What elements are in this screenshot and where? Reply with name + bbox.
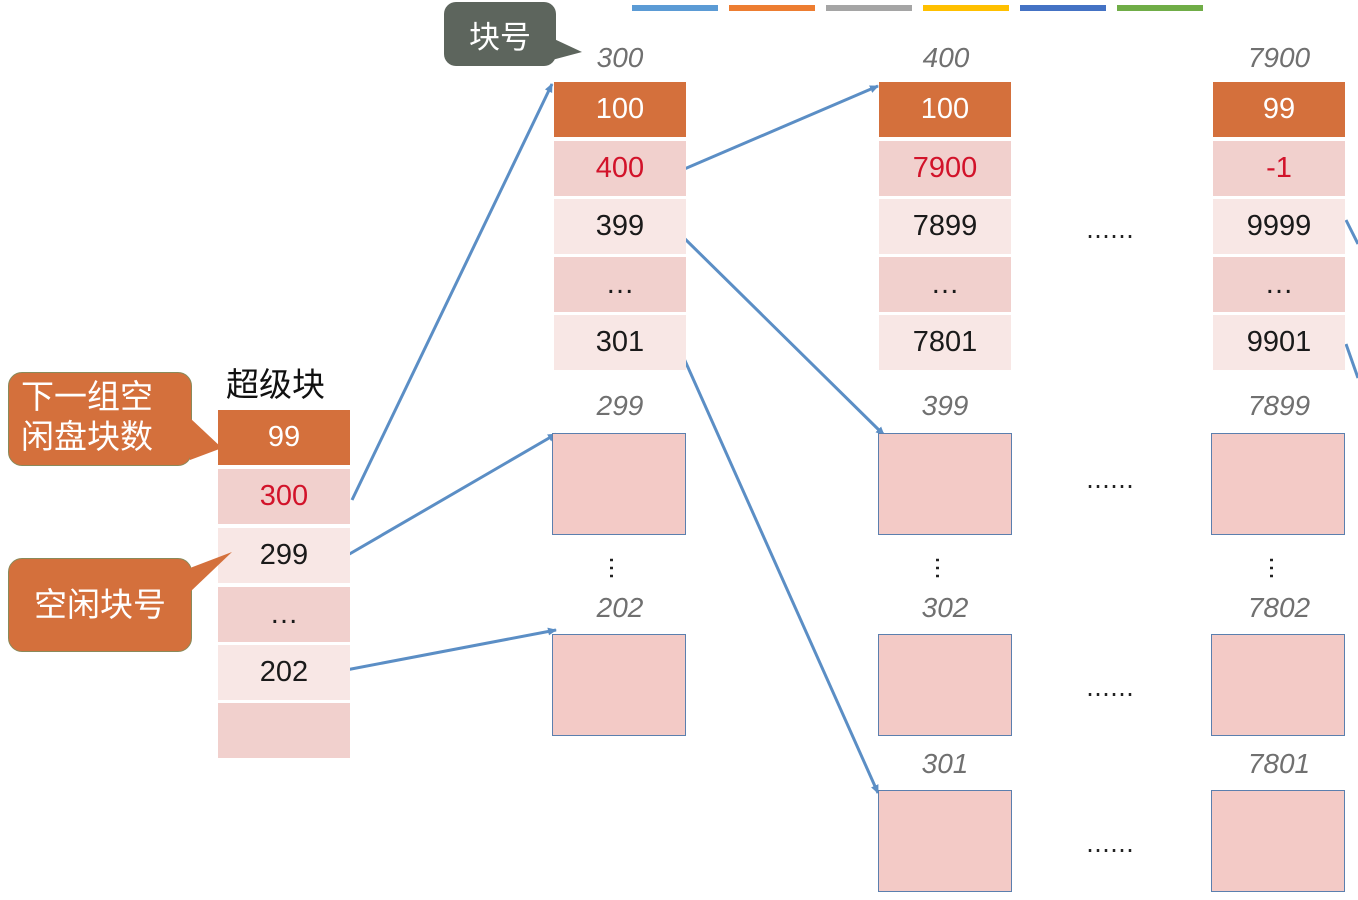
group-cell: 7900 [879,141,1011,196]
group-cell: 7899 [879,199,1011,254]
superblock-cell: 300 [218,469,350,524]
group-cell: 400 [554,141,686,196]
vertical-ellipsis: … [930,556,958,578]
block-label: 7801 [1247,748,1311,779]
callout-free-block-number-text: 空闲块号 [34,585,166,624]
arrow-299-to-box [345,432,557,558]
free-block-box [1211,634,1345,736]
group-header-cell: 99 [1213,82,1345,137]
arrow-399-to-box [678,232,886,437]
legend-bar-green [1117,5,1203,11]
superblock-cell [218,703,350,758]
callout-block-number: 块号 [444,2,556,66]
group-label: 300 [596,42,644,73]
legend-bar-darkblue [1020,5,1106,11]
block-label: 299 [596,390,644,421]
group-cell: … [879,257,1011,312]
legend-bar-blue [632,5,718,11]
group-header-cell: 100 [554,82,686,137]
callout-next-group-count-pointer [190,418,222,460]
free-block-box [552,433,686,535]
callout-block-number-text: 块号 [469,19,531,56]
callout-next-group-count: 下一组空闲盘块数 [8,372,192,466]
horizontal-ellipsis: …… [1086,674,1134,702]
arrow-400-to-group [681,84,879,172]
block-label: 302 [921,592,969,623]
vertical-ellipsis: … [604,556,632,578]
group-cell: 399 [554,199,686,254]
free-block-box [552,634,686,736]
callout-free-block-number-pointer [190,552,232,592]
group-cell: -1 [1213,141,1345,196]
free-block-box [1211,790,1345,892]
arrow-9901-edge [1344,343,1358,379]
horizontal-ellipsis: …… [1086,216,1134,244]
legend-bar-gray [826,5,912,11]
group-header-cell: 100 [879,82,1011,137]
callout-next-group-count-text: 下一组空闲盘块数 [21,377,153,456]
superblock-cell: … [218,587,350,642]
group-cell: 301 [554,315,686,370]
block-label: 399 [921,390,969,421]
arrow-202-to-box [345,627,557,672]
free-block-box [878,634,1012,736]
arrow-9999-edge [1344,219,1358,245]
superblock-title: 超级块 [226,365,325,404]
group-label: 400 [922,42,970,73]
block-label: 7802 [1247,592,1311,623]
group-cell: … [554,257,686,312]
block-label: 7899 [1247,390,1311,421]
group-cell: 9901 [1213,315,1345,370]
arrow-300-to-group [350,83,554,501]
arrow-301-to-box [676,344,880,794]
group-cell: … [1213,257,1345,312]
callout-block-number-pointer [552,38,582,60]
horizontal-ellipsis: …… [1086,830,1134,858]
free-block-box [878,790,1012,892]
superblock-cell: 299 [218,528,350,583]
horizontal-ellipsis: …… [1086,466,1134,494]
free-block-box [878,433,1012,535]
vertical-ellipsis: … [1264,556,1292,578]
group-label: 7900 [1247,42,1311,73]
block-label: 202 [596,592,644,623]
superblock-cell: 202 [218,645,350,700]
legend-bar-yellow [923,5,1009,11]
free-block-box [1211,433,1345,535]
group-cell: 9999 [1213,199,1345,254]
superblock-header-cell: 99 [218,410,350,465]
callout-free-block-number: 空闲块号 [8,558,192,652]
group-cell: 7801 [879,315,1011,370]
legend-bar-orange [729,5,815,11]
block-label: 301 [921,748,969,779]
